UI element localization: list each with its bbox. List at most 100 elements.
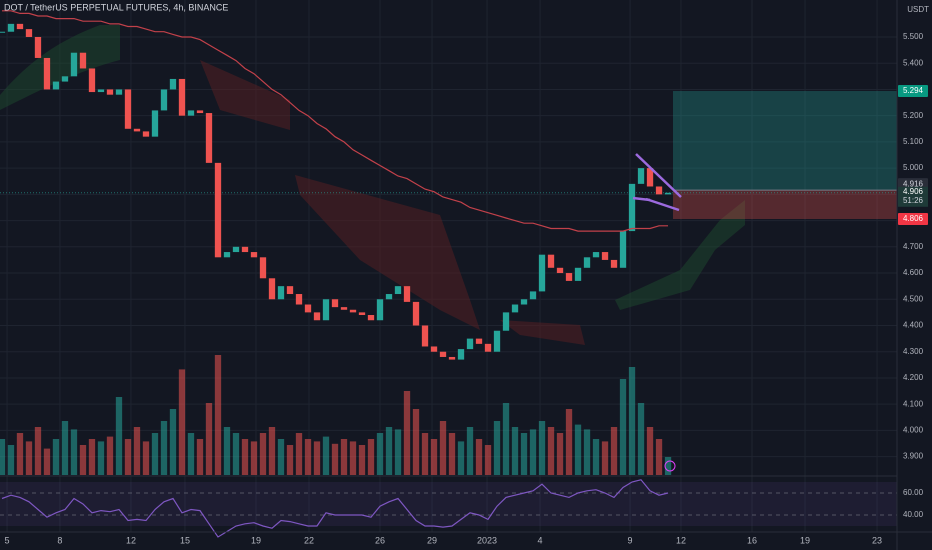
- candle: [214, 162, 222, 258]
- countdown-label: 51:26: [903, 196, 924, 205]
- candle: [178, 78, 186, 116]
- volume-bar: [115, 397, 123, 475]
- candle: [115, 89, 123, 95]
- y-tick-label: 5.500: [903, 32, 924, 41]
- candle: [106, 89, 114, 95]
- volume-bar: [529, 429, 537, 475]
- candle: [349, 309, 357, 313]
- volume-bar: [259, 433, 267, 475]
- volume-bar: [412, 409, 420, 475]
- price-tag-label: 4.916: [903, 179, 924, 188]
- candle: [385, 294, 393, 300]
- volume-bar: [421, 433, 429, 475]
- x-tick-label: 5: [5, 535, 10, 545]
- volume-bar: [376, 433, 384, 475]
- candle: [259, 257, 267, 279]
- ichimoku-cloud: [0, 25, 745, 345]
- candle: [457, 349, 465, 360]
- candle: [25, 29, 33, 37]
- candle: [430, 346, 438, 352]
- candle: [304, 304, 312, 313]
- volume-bar: [439, 421, 447, 475]
- price-tag: [898, 85, 928, 98]
- candle: [34, 36, 42, 58]
- rsi-pane: [0, 479, 897, 538]
- x-tick-label: 12: [126, 535, 136, 545]
- axis-labels: 5.5005.4005.3005.2005.1005.0004.9004.800…: [5, 32, 928, 545]
- volume-bar: [574, 424, 582, 475]
- volume-bar: [151, 433, 159, 475]
- volume-bar: [0, 439, 6, 475]
- volume-bar: [493, 421, 501, 475]
- candle: [61, 76, 69, 82]
- volume-bar: [106, 436, 114, 475]
- volume-bar: [196, 439, 204, 475]
- y-tick-label: 4.300: [903, 347, 924, 356]
- volume-bar: [70, 429, 78, 475]
- volume-bar: [448, 433, 456, 475]
- candle: [232, 246, 240, 253]
- candle: [394, 286, 402, 295]
- volume-bar: [520, 433, 528, 475]
- volume-bar: [241, 439, 249, 475]
- volume-bar: [502, 403, 510, 475]
- volume-bar: [403, 391, 411, 475]
- x-tick-label: 23: [872, 535, 882, 545]
- triangle-pattern: [632, 153, 682, 212]
- y-tick-label: 4.500: [903, 294, 924, 303]
- volume-bar: [646, 427, 654, 475]
- candle: [646, 168, 654, 187]
- volume-bar: [610, 427, 618, 475]
- candle: [70, 52, 78, 77]
- y-tick-label: 4.600: [903, 268, 924, 277]
- y-tick-label: 5.000: [903, 163, 924, 172]
- volume-bar: [286, 445, 294, 475]
- candle: [538, 254, 546, 292]
- price-tag-label: 4.806: [903, 214, 924, 223]
- candle: [448, 356, 456, 360]
- position-tool: [0, 91, 897, 220]
- volume-bar: [295, 433, 303, 475]
- volume-bar: [7, 445, 15, 475]
- candle: [412, 301, 420, 326]
- volume-bar: [466, 427, 474, 475]
- volume-bar: [61, 421, 69, 475]
- y-tick-label: 5.100: [903, 137, 924, 146]
- y-tick-label: 4.400: [903, 321, 924, 330]
- candle: [97, 89, 105, 93]
- volume-bar: [457, 441, 465, 475]
- candle: [574, 267, 582, 281]
- candle: [223, 252, 231, 258]
- volume-bar: [583, 429, 591, 475]
- currency-label: USDT: [907, 5, 929, 14]
- volume-bar: [16, 433, 24, 475]
- x-tick-label: 26: [375, 535, 385, 545]
- rsi-band: [0, 482, 897, 526]
- candle: [322, 299, 330, 321]
- candle: [583, 257, 591, 268]
- volume-bar: [178, 369, 186, 475]
- candle: [79, 52, 87, 69]
- volume-bar: [88, 439, 96, 475]
- volume-bar: [367, 439, 375, 475]
- candle: [439, 351, 447, 357]
- candle: [151, 110, 159, 137]
- candle: [367, 315, 375, 321]
- volume-bar: [25, 441, 33, 475]
- candle: [142, 131, 150, 137]
- chart-title: DOT / TetherUS PERPETUAL FUTURES, 4h, BI…: [4, 2, 228, 12]
- y-tick-label: 5.200: [903, 111, 924, 120]
- candle: [196, 110, 204, 114]
- candle: [556, 267, 564, 274]
- volume-bar: [547, 427, 555, 475]
- volume-bar: [538, 421, 546, 475]
- volume-bars: [0, 355, 672, 475]
- rsi-tick-label: 40.00: [903, 510, 924, 519]
- volume-bar: [142, 441, 150, 475]
- volume-bar: [358, 445, 366, 475]
- volume-bar: [628, 367, 636, 475]
- alert-icon[interactable]: [664, 460, 676, 472]
- candle: [529, 291, 537, 300]
- candle: [565, 273, 573, 281]
